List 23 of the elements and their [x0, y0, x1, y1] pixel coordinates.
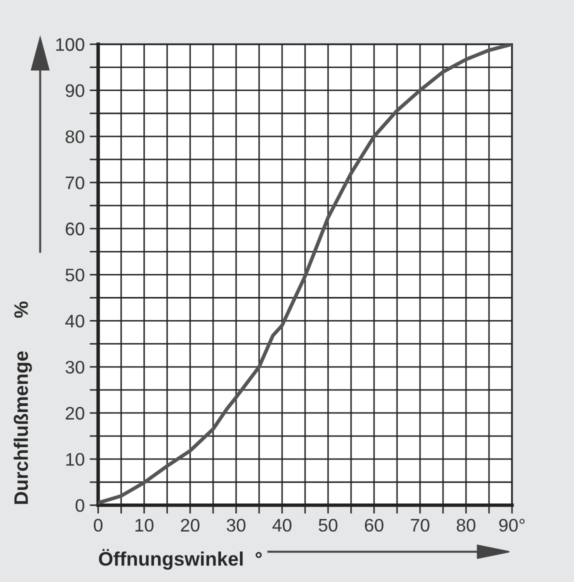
- x-tick-label: 40: [272, 518, 292, 532]
- y-tick-label: 0: [76, 499, 84, 512]
- y-tick-label: 50: [66, 268, 84, 282]
- y-axis-title: Durchflußmenge %: [14, 302, 32, 504]
- x-tick-label: 80: [456, 518, 476, 532]
- y-tick-label: 10: [66, 453, 84, 466]
- x-tick-label: 0: [94, 518, 102, 532]
- x-tick-label: 50: [318, 518, 338, 532]
- y-tick-label: 90: [66, 84, 84, 98]
- y-tick-label: 70: [66, 176, 84, 190]
- x-tick-label: 30: [226, 518, 246, 532]
- x-tick-label: 10: [135, 518, 154, 532]
- y-tick-label: 20: [66, 406, 84, 420]
- x-tick-label: 60: [364, 518, 384, 532]
- x-axis-title: Öffnungswinkel °: [98, 548, 262, 570]
- x-tick-label: 20: [180, 518, 200, 532]
- y-tick-label: 80: [66, 130, 84, 144]
- y-tick-label: 60: [66, 222, 84, 236]
- y-tick-label: 30: [66, 360, 84, 374]
- y-tick-label: 100: [56, 38, 84, 51]
- y-tick-label: 40: [65, 314, 84, 328]
- x-tick-label: 90°: [499, 518, 525, 532]
- x-tick-label: 70: [410, 518, 430, 532]
